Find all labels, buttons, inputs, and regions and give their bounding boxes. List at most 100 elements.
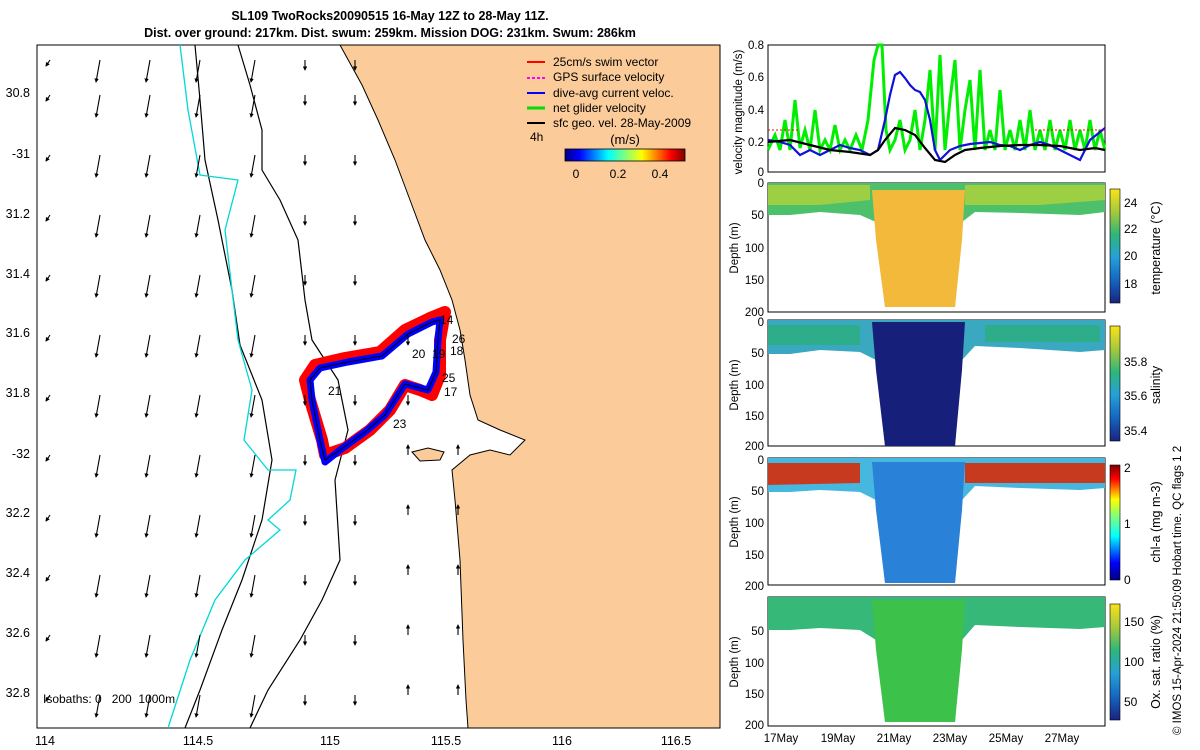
velocity-arrow — [144, 214, 151, 238]
lon-tick-label: 116.5 — [661, 734, 691, 748]
cbar-label: temperature (°C) — [1149, 201, 1163, 294]
lat-tick-label: 31.8 — [6, 386, 30, 400]
map-title-line1: SL109 TwoRocks20090515 16-May 12Z to 28-… — [231, 9, 549, 23]
day-labels: 14 26 20 19 18 25 17 21 23 — [328, 313, 466, 431]
cbar-tick: 150 — [1124, 615, 1144, 629]
deep-isobath — [184, 44, 273, 729]
velocity-arrow — [45, 274, 51, 282]
time-tick: 25May — [989, 733, 1024, 745]
day-label: 18 — [450, 344, 464, 358]
depth-ylabel: Depth (m) — [729, 496, 741, 547]
section-colorbar-ticks: 24 22 20 18 35.8 35.6 35.4 2 1 0 150 100… — [1124, 196, 1148, 709]
depth-tick: 50 — [751, 348, 764, 360]
velocity-arrow — [94, 94, 101, 118]
colorbar-gradient — [1109, 188, 1121, 304]
lat-tick-label: 31.4 — [6, 267, 30, 281]
legend-entry: dive-avg current veloc. — [553, 86, 674, 100]
time-tick: 17May — [764, 733, 799, 745]
velocity-arrow — [45, 59, 51, 67]
depth-tick: 50 — [751, 486, 764, 498]
chlorophyll-panel — [767, 457, 1121, 586]
velocity-arrow — [144, 334, 151, 358]
y-tick-label: 0 — [758, 167, 764, 179]
surface-velocity-arrows — [45, 59, 461, 718]
time-tick: 23May — [933, 733, 968, 745]
depth-tick: 150 — [745, 275, 764, 287]
cbar-tick: 50 — [1124, 695, 1138, 709]
cbar-tick: 35.6 — [1124, 389, 1148, 403]
salinity-surface-high — [768, 325, 1100, 345]
lon-tick-label: 114.5 — [183, 734, 213, 748]
colorbar-gradient — [1109, 464, 1121, 581]
cbar-tick: 35.4 — [1124, 424, 1148, 438]
colorbar-tick: 0.4 — [652, 167, 669, 181]
velocity-arrow — [249, 274, 256, 298]
legend-entry: GPS surface velocity — [553, 70, 664, 84]
lat-tick-label: 30.8 — [6, 86, 30, 100]
depth-tick: 100 — [745, 380, 764, 392]
isobath-cyan — [167, 44, 297, 729]
velocity-yaxis: 0 0.2 0.4 0.6 0.8 — [748, 40, 765, 179]
velocity-arrow — [144, 394, 151, 418]
velocity-arrow — [144, 94, 151, 118]
lat-axis: 30.8 -31 31.2 31.4 31.6 31.8 -32 32.2 32… — [6, 86, 30, 700]
salinity-panel — [767, 319, 1121, 447]
velocity-arrow — [144, 634, 151, 658]
lat-tick-label: 32.4 — [6, 566, 30, 580]
day-label: 14 — [440, 313, 454, 327]
velocity-arrow — [249, 59, 256, 83]
depth-tick: 50 — [751, 210, 764, 222]
map-panel: 14 26 20 19 18 25 17 21 23 30.8 -31 31.2… — [6, 44, 721, 748]
oxygen-panel — [767, 596, 1121, 727]
cbar-label: Ox. sat. ratio (%) — [1149, 615, 1163, 709]
isobaths-label: Isobaths: 0 200 1000m — [43, 692, 175, 706]
cbar-label: salinity — [1149, 365, 1163, 404]
speed-colorbar: 4h (m/s) 0 0.2 0.4 — [530, 130, 686, 181]
velocity-arrow — [94, 514, 101, 538]
lon-tick-label: 115.5 — [431, 734, 461, 748]
cbar-tick: 0 — [1124, 573, 1131, 587]
velocity-arrow — [45, 574, 51, 582]
velocity-arrow — [94, 334, 101, 358]
blue-velocity-series — [767, 70, 1106, 162]
velocity-arrow — [94, 574, 101, 598]
cbar-tick: 18 — [1124, 277, 1138, 291]
y-tick-label: 0.8 — [748, 40, 764, 52]
colorbar-label: (m/s) — [610, 132, 640, 147]
depth-tick: 0 — [758, 455, 764, 467]
depth-tick: 150 — [745, 689, 764, 701]
day-label: 26 — [452, 332, 466, 346]
chlorophyll-core — [872, 462, 965, 583]
temperature-warm-core — [872, 190, 965, 307]
y-tick-label: 0.4 — [748, 105, 765, 117]
cbar-tick: 20 — [1124, 249, 1138, 263]
velocity-arrow — [94, 274, 101, 298]
velocity-arrow — [249, 214, 256, 238]
velocity-arrow — [45, 154, 51, 162]
velocity-arrow — [249, 454, 256, 478]
velocity-arrow — [94, 634, 101, 658]
depth-tick: 200 — [745, 581, 764, 593]
salinity-low-core — [872, 322, 965, 446]
velocity-arrow — [194, 334, 201, 358]
cbar-label: chl-a (mg m-3) — [1149, 481, 1163, 562]
land-area — [339, 44, 721, 729]
velocity-arrow — [144, 274, 151, 298]
time-tick: 27May — [1045, 733, 1080, 745]
velocity-arrow — [144, 694, 151, 718]
cbar-tick: 1 — [1124, 517, 1131, 531]
velocity-arrow — [194, 634, 201, 658]
velocity-arrow — [194, 59, 201, 83]
day-label: 17 — [444, 385, 458, 399]
cbar-tick: 22 — [1124, 222, 1138, 236]
velocity-arrow — [45, 634, 51, 642]
velocity-arrow — [194, 454, 201, 478]
y-tick-label: 0.6 — [748, 72, 764, 84]
lat-tick-label: 32.8 — [6, 686, 30, 700]
chlorophyll-max-layer — [768, 463, 1105, 485]
velocity-arrow — [249, 94, 256, 118]
velocity-arrow — [194, 514, 201, 538]
time-tick: 21May — [877, 733, 912, 745]
glider-track — [299, 306, 451, 466]
